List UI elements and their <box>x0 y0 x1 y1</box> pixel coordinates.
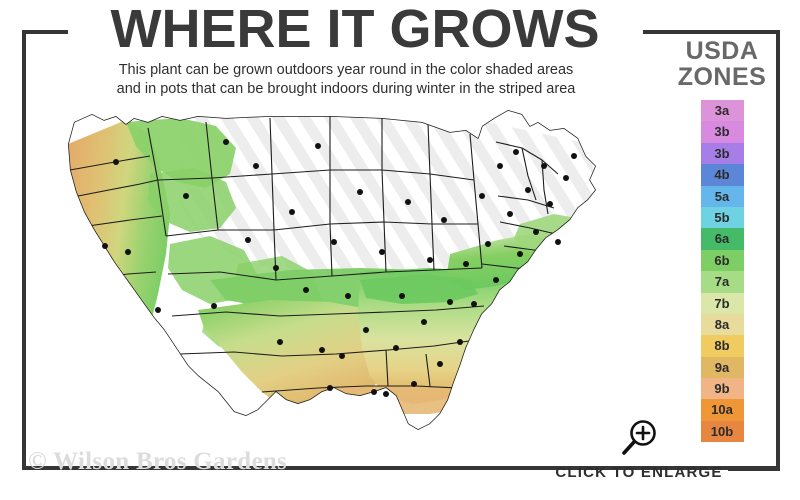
click-to-enlarge-label[interactable]: CLICK TO ENLARGE <box>555 464 723 481</box>
frame-right-edge <box>776 30 780 470</box>
frame-bottom-right-accent <box>728 466 780 471</box>
frame-top-right-stub <box>663 30 780 34</box>
watermark-credit: © Wilson Bros Gardens <box>28 448 288 475</box>
state-boundaries-layer <box>68 110 596 430</box>
zone-swatch-10a-14: 10a <box>700 399 744 421</box>
zone-swatch-9a-12: 9a <box>700 356 744 379</box>
usda-zone-swatch-list: 3a 3b 3b 4b 5a 5b 6a 6b 7a 7b 8a 8b 9a 9b 10a 10b <box>700 100 744 443</box>
subtitle-line-2: and in pots that can be brought indoors … <box>116 81 576 97</box>
zone-swatch-7b-9: 7b <box>700 292 744 314</box>
zone-swatch-9b-13: 9b <box>700 378 744 400</box>
city-dots-layer <box>102 139 577 397</box>
zone-swatch-7a-8: 7a <box>700 271 744 293</box>
zone-swatch-3b-1: 3b <box>700 121 744 143</box>
frame-bottom-edge <box>22 466 780 470</box>
zone-swatch-4b-3: 4b <box>700 164 744 186</box>
zone-swatch-8a-10: 8a <box>700 313 744 336</box>
striped-region-layer <box>180 114 596 282</box>
zone-swatch-6b-7: 6b <box>700 249 744 272</box>
usda-zones-legend: USDA ZONES 3a 3b 3b 4b 5a 5b 6a 6b 7a 7b 8a 8b 9a 9b 1… <box>668 38 776 458</box>
usda-heading-line-2: ZONES <box>677 63 767 91</box>
shade-ohio-valley <box>360 274 478 304</box>
zone-swatch-8b-11: 8b <box>700 335 744 357</box>
frame-left-edge <box>22 30 26 470</box>
zone-swatch-6a-6: 6a <box>700 228 744 250</box>
usa-map-svg <box>30 104 655 439</box>
zone-swatch-5a-4: 5a <box>700 185 744 207</box>
magnifier-plus-icon[interactable] <box>617 418 661 458</box>
zone-swatch-3a-0: 3a <box>700 100 744 122</box>
usda-heading-line-1: USDA <box>685 37 759 65</box>
shade-rockies-north <box>148 168 236 232</box>
usa-hardiness-map[interactable] <box>30 104 655 439</box>
striped-area-plains <box>210 114 330 254</box>
national-outline <box>68 110 596 430</box>
usda-legend-heading: USDA ZONES <box>668 38 776 90</box>
zone-swatch-5b-5: 5b <box>700 206 744 229</box>
frame-top-middle-stub <box>643 30 669 34</box>
page-title: WHERE IT GROWS <box>110 0 600 59</box>
click-to-enlarge-control[interactable]: CLICK TO ENLARGE <box>548 418 730 481</box>
zone-swatch-10b-15: 10b <box>700 420 744 443</box>
shade-pacific-northwest <box>126 118 236 188</box>
zone-swatch-3b-2: 3b <box>700 142 744 165</box>
subtitle-text: This plant can be grown outdoors year ro… <box>46 61 646 99</box>
subtitle-line-1: This plant can be grown outdoors year ro… <box>118 62 574 78</box>
frame-top-left-stub <box>22 30 68 34</box>
